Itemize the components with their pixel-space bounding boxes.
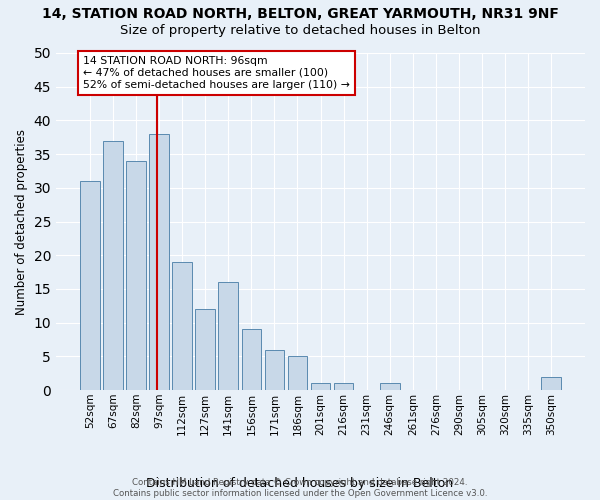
Text: 14, STATION ROAD NORTH, BELTON, GREAT YARMOUTH, NR31 9NF: 14, STATION ROAD NORTH, BELTON, GREAT YA… (41, 8, 559, 22)
Bar (80, 181, 100, 390)
Bar (149, 134, 169, 390)
Text: 14 STATION ROAD NORTH: 96sqm
← 47% of detached houses are smaller (100)
52% of s: 14 STATION ROAD NORTH: 96sqm ← 47% of de… (83, 56, 350, 90)
Bar (380, 384, 400, 390)
Text: Contains HM Land Registry data © Crown copyright and database right 2024.
Contai: Contains HM Land Registry data © Crown c… (113, 478, 487, 498)
Y-axis label: Number of detached properties: Number of detached properties (15, 128, 28, 314)
Bar (172, 262, 192, 390)
Bar (541, 376, 561, 390)
Text: Size of property relative to detached houses in Belton: Size of property relative to detached ho… (120, 24, 480, 37)
Bar (103, 140, 123, 390)
Bar (218, 282, 238, 390)
Bar (196, 309, 215, 390)
Bar (334, 384, 353, 390)
Bar (287, 356, 307, 390)
Bar (265, 350, 284, 390)
Bar (126, 161, 146, 390)
Bar (242, 330, 261, 390)
Bar (311, 384, 331, 390)
Text: Distribution of detached houses by size in Belton: Distribution of detached houses by size … (146, 477, 454, 490)
